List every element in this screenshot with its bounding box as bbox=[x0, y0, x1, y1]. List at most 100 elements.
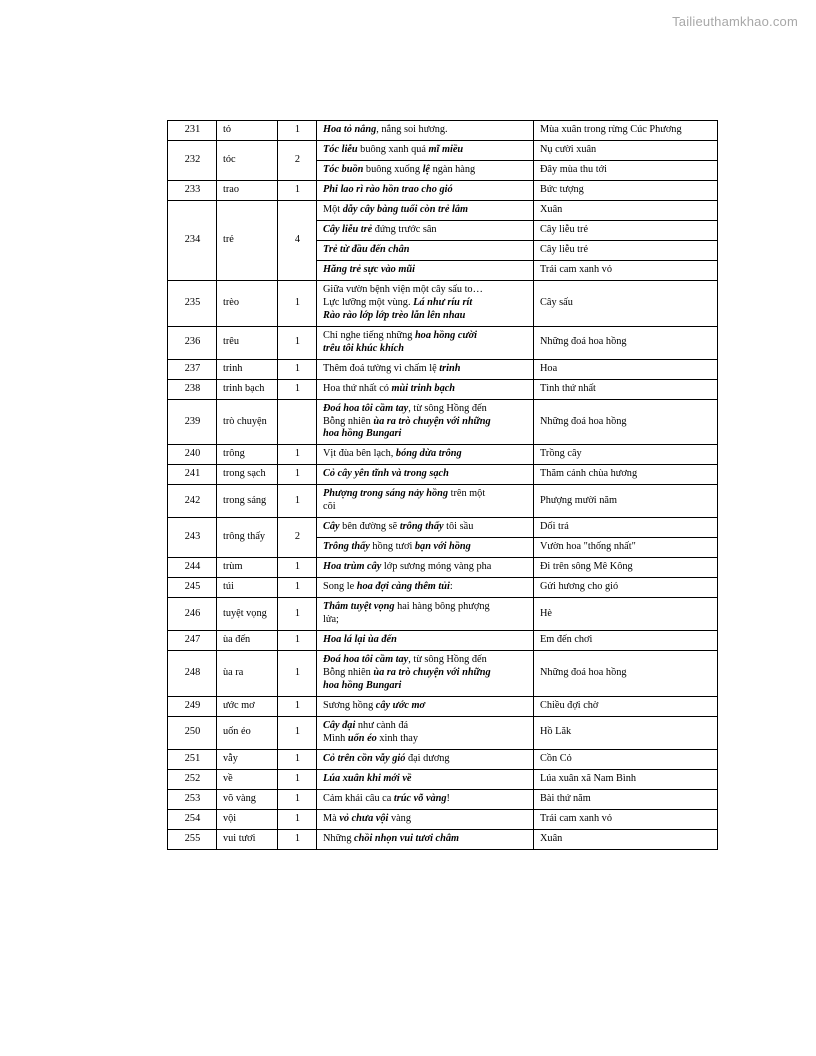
cell-example-line: Phượng trong sáng nảy hồng trên một cõi bbox=[316, 484, 534, 519]
cell-occurrence-count: 1 bbox=[277, 577, 317, 599]
cell-example-line: Tóc buồn buông xuống lệ ngàn hàng bbox=[316, 159, 534, 181]
table-row: 251 vẫy 1 Cỏ trên cồn vẫy gió đại dương Cồn … bbox=[167, 748, 718, 770]
cell-entry-number: 246 bbox=[167, 597, 217, 632]
cell-occurrence-count: 1 bbox=[277, 557, 317, 579]
cell-headword: trinh bạch bbox=[216, 378, 278, 400]
table-row: 242 trong sáng 1 Phượng trong sáng nảy hồng… bbox=[167, 484, 718, 519]
table-row: 243 trông thấy 2 Cây bên đường sẽ trông thấ… bbox=[167, 517, 718, 559]
cell-entry-number: 236 bbox=[167, 325, 217, 360]
cell-entry-number: 235 bbox=[167, 279, 217, 327]
table-row: 236 trêu 1 Chỉ nghe tiếng những hoa hồng cư… bbox=[167, 325, 718, 360]
cell-source-title: Tình thứ nhất bbox=[533, 378, 718, 400]
table-row: 239 trò chuyện Đoá hoa tôi cầm tay, từ sôn… bbox=[167, 398, 718, 446]
table-row: Cây liễu trẻ đứng trước sân Cây liễu trẻ bbox=[168, 219, 718, 241]
table-row: 248 ùa ra 1 Đoá hoa tôi cầm tay, từ sông Hồ… bbox=[167, 650, 718, 697]
cell-source-title: Gửi hương cho gió bbox=[533, 577, 718, 599]
cell-example-line: Chỉ nghe tiếng những hoa hồng cười trêu t… bbox=[316, 325, 534, 360]
cell-occurrence-count: 1 bbox=[277, 630, 317, 652]
table-row: 252 về 1 Lúa xuân khi mới về Lúa xuân xã Nam… bbox=[167, 768, 718, 790]
cell-source-title: Em đến chơi bbox=[533, 630, 718, 652]
table-row: 235 trèo 1 Giữa vườn bệnh viện một cây sấu … bbox=[167, 279, 718, 327]
cell-entry-number: 252 bbox=[167, 768, 217, 790]
cell-occurrence-count: 1 bbox=[277, 279, 317, 327]
cell-source-title: Cây liễu trẻ bbox=[533, 219, 718, 241]
table-row: 233 trao 1 Phi lao rì rào hồn trao cho gió B… bbox=[167, 179, 718, 201]
cell-entry-number: 245 bbox=[167, 577, 217, 599]
table-row: 244 trùm 1 Hoa trùm cây lớp sương móng vàng… bbox=[167, 557, 718, 579]
cell-example-line: Mà vỏ chưa vội vàng bbox=[316, 808, 534, 830]
cell-headword: vui tươi bbox=[216, 828, 278, 850]
cell-occurrence-count: 2 bbox=[277, 517, 317, 559]
cell-entry-number: 238 bbox=[167, 378, 217, 400]
cell-example-line: Cỏ trên cồn vẫy gió đại dương bbox=[316, 748, 534, 770]
table-row: 237 trinh 1 Thêm đoá tường vi chấm lệ trinh… bbox=[167, 358, 718, 380]
table-row: 238 trinh bạch 1 Hoa thứ nhất có mùi trinh … bbox=[167, 378, 718, 400]
table-row: 249 ước mơ 1 Sương hồng cây ước mơ Chiều đợi… bbox=[167, 696, 718, 717]
cell-headword: trùm bbox=[216, 557, 278, 579]
cell-occurrence-count: 1 bbox=[277, 464, 317, 486]
cell-entry-number: 250 bbox=[167, 715, 217, 750]
cell-entry-number: 247 bbox=[167, 630, 217, 652]
cell-example-line: Phi lao rì rào hồn trao cho gió bbox=[316, 179, 534, 201]
cell-source-title: Những đoá hoa hồng bbox=[533, 325, 718, 360]
cell-occurrence-count: 1 bbox=[277, 748, 317, 770]
cell-example-line: Tóc liễu buông xanh quá mĩ miều bbox=[316, 139, 534, 161]
table-row: 250 uốn éo 1 Cây đại như cành đá Mình uốn éo… bbox=[167, 715, 718, 750]
table-row: 247 ùa đến 1 Hoa lá lại ùa đến Em đến chơi bbox=[167, 630, 718, 652]
cell-occurrence-count: 2 bbox=[277, 139, 317, 181]
cell-occurrence-count: 1 bbox=[277, 444, 317, 466]
cell-headword: ước mơ bbox=[216, 696, 278, 717]
cell-headword: trao bbox=[216, 179, 278, 201]
cell-entry-number: 234 bbox=[167, 199, 217, 281]
cell-headword: trong sạch bbox=[216, 464, 278, 486]
table-row: 232 tóc 2 Tóc liễu buông xanh quá mĩ miều Nụ… bbox=[167, 139, 718, 181]
table-row: 255 vui tươi 1 Những chồi nhọn vui tươi châ… bbox=[167, 828, 718, 850]
cell-source-title: Nụ cười xuân bbox=[533, 139, 718, 161]
cell-example-line: Thắm tuyệt vọng hai hàng bông phượng lửa; bbox=[316, 597, 534, 632]
cell-headword: túi bbox=[216, 577, 278, 599]
watermark-text: Tailieuthamkhao.com bbox=[672, 14, 798, 29]
cell-example-line: Vịt đùa bên lạch, bóng dừa trông bbox=[316, 444, 534, 466]
cell-entry-number: 243 bbox=[167, 517, 217, 559]
cell-example-line: Hoa tỏ nắng, nắng soi hương. bbox=[316, 120, 534, 141]
cell-occurrence-count: 1 bbox=[277, 768, 317, 790]
cell-occurrence-count: 1 bbox=[277, 828, 317, 850]
cell-headword: trẻ bbox=[216, 199, 278, 281]
cell-occurrence-count: 1 bbox=[277, 179, 317, 201]
cell-occurrence-count: 1 bbox=[277, 484, 317, 519]
cell-example-line: Một dẫy cây bàng tuổi còn trẻ lắm bbox=[316, 199, 534, 221]
table-row: 245 túi 1 Song le hoa đợi càng thêm tủi: Gửi… bbox=[167, 577, 718, 599]
cell-entry-number: 253 bbox=[167, 788, 217, 810]
cell-example-line: Thêm đoá tường vi chấm lệ trinh bbox=[316, 358, 534, 380]
cell-source-title: Những đoá hoa hồng bbox=[533, 650, 718, 697]
cell-occurrence-count: 1 bbox=[277, 358, 317, 380]
table-row: 234 trẻ 4 Một dẫy cây bàng tuổi còn trẻ lắm… bbox=[167, 199, 718, 281]
vocabulary-table-container: 231 tỏ 1 Hoa tỏ nắng, nắng soi hương. Mùa xu… bbox=[167, 120, 718, 850]
cell-headword: trông thấy bbox=[216, 517, 278, 559]
cell-source-title: Dối trá bbox=[533, 517, 718, 539]
cell-headword: vội bbox=[216, 808, 278, 830]
cell-headword: trong sáng bbox=[216, 484, 278, 519]
cell-entry-number: 231 bbox=[167, 120, 217, 141]
cell-example-line: Cỏ cây yên tĩnh và trong sạch bbox=[316, 464, 534, 486]
cell-source-title: Cây liễu trẻ bbox=[533, 239, 718, 261]
cell-entry-number: 244 bbox=[167, 557, 217, 579]
cell-source-title: Những đoá hoa hồng bbox=[533, 398, 718, 446]
cell-source-title: Hồ Lăk bbox=[533, 715, 718, 750]
cell-entry-number: 255 bbox=[167, 828, 217, 850]
cell-source-title: Chiều đợi chờ bbox=[533, 696, 718, 717]
cell-headword: trinh bbox=[216, 358, 278, 380]
cell-headword: trông bbox=[216, 444, 278, 466]
cell-source-title: Bức tượng bbox=[533, 179, 718, 201]
cell-entry-number: 232 bbox=[167, 139, 217, 181]
cell-source-title: Phượng mười năm bbox=[533, 484, 718, 519]
cell-entry-number: 249 bbox=[167, 696, 217, 717]
cell-headword: về bbox=[216, 768, 278, 790]
cell-source-title: Cây sấu bbox=[533, 279, 718, 327]
cell-example-line: Cây đại như cành đá Mình uốn éo xinh thay bbox=[316, 715, 534, 750]
cell-example-line: Cây liễu trẻ đứng trước sân bbox=[316, 219, 534, 241]
cell-example-line: Lúa xuân khi mới về bbox=[316, 768, 534, 790]
table-row: 253 võ vàng 1 Cảm khái câu ca trúc võ vàng!… bbox=[167, 788, 718, 810]
cell-headword: tóc bbox=[216, 139, 278, 181]
